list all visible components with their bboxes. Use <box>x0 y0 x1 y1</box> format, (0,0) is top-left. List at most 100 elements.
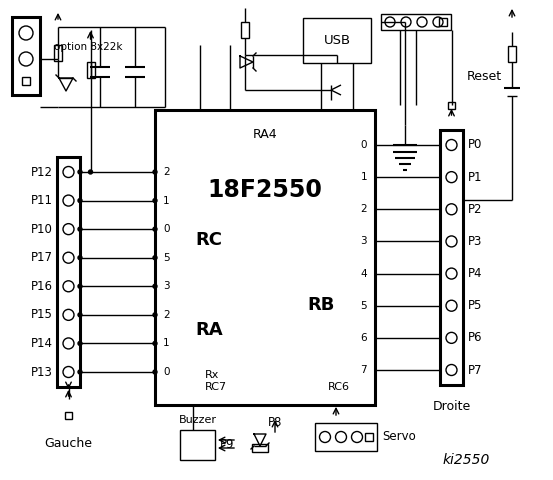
Circle shape <box>401 17 411 27</box>
Text: USB: USB <box>324 34 351 47</box>
Circle shape <box>153 341 157 346</box>
Bar <box>22 77 30 85</box>
Text: 2: 2 <box>361 204 367 214</box>
Circle shape <box>153 170 157 174</box>
Bar <box>86 62 95 78</box>
Text: P6: P6 <box>468 331 483 344</box>
Text: P14: P14 <box>31 337 53 350</box>
Bar <box>241 22 249 38</box>
Circle shape <box>446 332 457 343</box>
Text: Reset: Reset <box>467 70 502 83</box>
Circle shape <box>352 432 363 443</box>
Text: Buzzer: Buzzer <box>179 415 217 425</box>
Circle shape <box>385 17 395 27</box>
Bar <box>508 46 516 62</box>
Circle shape <box>153 256 157 260</box>
Bar <box>12 17 40 95</box>
Text: 3: 3 <box>361 237 367 246</box>
Text: 5: 5 <box>361 300 367 311</box>
Circle shape <box>153 370 157 374</box>
Text: 0: 0 <box>163 224 170 234</box>
Text: option 8x22k: option 8x22k <box>54 42 123 52</box>
Text: RA: RA <box>195 321 223 339</box>
Text: RC: RC <box>195 231 222 249</box>
Text: 2: 2 <box>163 167 170 177</box>
Text: 0: 0 <box>163 367 170 377</box>
Text: P0: P0 <box>468 139 482 152</box>
Text: ki2550: ki2550 <box>442 453 490 467</box>
Text: RA4: RA4 <box>253 129 277 142</box>
Text: P9: P9 <box>220 439 234 452</box>
Text: Gauche: Gauche <box>44 437 92 450</box>
Bar <box>155 110 375 405</box>
Circle shape <box>63 224 74 235</box>
Circle shape <box>417 17 427 27</box>
Text: P17: P17 <box>31 251 53 264</box>
Circle shape <box>78 199 82 203</box>
Text: P1: P1 <box>468 171 483 184</box>
Circle shape <box>88 170 92 174</box>
Text: RC7: RC7 <box>205 382 227 392</box>
Circle shape <box>19 26 33 40</box>
Bar <box>303 18 371 63</box>
Circle shape <box>433 17 443 27</box>
Text: P5: P5 <box>468 299 482 312</box>
Circle shape <box>78 170 82 174</box>
Circle shape <box>446 300 457 311</box>
Bar <box>65 411 72 419</box>
Text: P10: P10 <box>31 223 53 236</box>
Circle shape <box>63 309 74 320</box>
Bar <box>365 433 373 441</box>
Text: RC6: RC6 <box>328 382 350 392</box>
Text: 6: 6 <box>361 333 367 343</box>
Text: Rx: Rx <box>205 370 220 380</box>
Circle shape <box>446 172 457 183</box>
Text: 3: 3 <box>163 281 170 291</box>
Circle shape <box>78 341 82 346</box>
Circle shape <box>63 195 74 206</box>
Circle shape <box>446 268 457 279</box>
Circle shape <box>63 281 74 292</box>
Circle shape <box>78 284 82 288</box>
Text: 1: 1 <box>163 195 170 205</box>
Circle shape <box>446 204 457 215</box>
Bar <box>381 14 451 30</box>
Circle shape <box>63 252 74 263</box>
Circle shape <box>446 140 457 151</box>
Text: 1: 1 <box>163 338 170 348</box>
Bar <box>440 130 463 385</box>
Circle shape <box>63 338 74 349</box>
Text: P2: P2 <box>468 203 483 216</box>
Text: 0: 0 <box>361 140 367 150</box>
Text: P15: P15 <box>31 308 53 321</box>
Text: 4: 4 <box>361 269 367 278</box>
Bar <box>448 101 455 108</box>
Text: P13: P13 <box>31 365 53 379</box>
Circle shape <box>78 256 82 260</box>
Text: P11: P11 <box>31 194 53 207</box>
Text: 7: 7 <box>361 365 367 375</box>
Bar <box>180 430 215 460</box>
Text: P8: P8 <box>268 417 282 430</box>
Bar <box>315 423 377 451</box>
Circle shape <box>78 313 82 317</box>
Text: P16: P16 <box>31 280 53 293</box>
Text: P7: P7 <box>468 363 483 376</box>
Text: 1: 1 <box>361 172 367 182</box>
Bar <box>57 157 80 387</box>
Circle shape <box>78 370 82 374</box>
Text: 18F2550: 18F2550 <box>207 178 322 202</box>
Circle shape <box>153 313 157 317</box>
Text: 5: 5 <box>163 252 170 263</box>
Circle shape <box>153 227 157 231</box>
Circle shape <box>63 367 74 377</box>
Text: P4: P4 <box>468 267 483 280</box>
Circle shape <box>78 227 82 231</box>
Text: P3: P3 <box>468 235 482 248</box>
Circle shape <box>446 364 457 375</box>
Text: Servo: Servo <box>382 431 416 444</box>
Circle shape <box>446 236 457 247</box>
Circle shape <box>153 284 157 288</box>
Text: P12: P12 <box>31 166 53 179</box>
Circle shape <box>153 199 157 203</box>
